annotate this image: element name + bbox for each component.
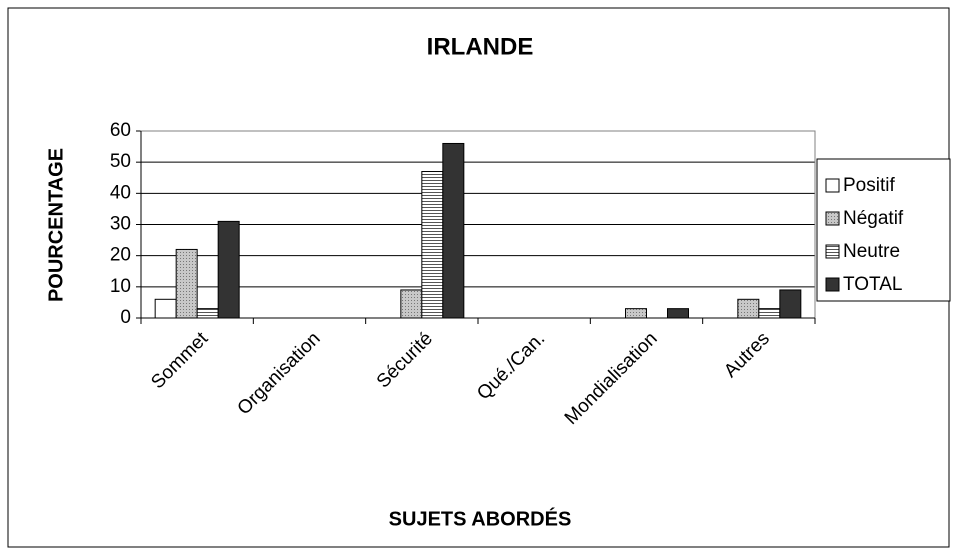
y-tick-label: 40 [110, 182, 131, 203]
bar [154, 298, 177, 319]
bar [737, 298, 760, 319]
x-axis-title: SUJETS ABORDÉS [389, 507, 572, 530]
y-axis-title: POURCENTAGE [45, 148, 67, 302]
bar [217, 220, 240, 319]
bar [175, 248, 198, 319]
legend-swatch [825, 244, 840, 259]
y-tick-label: 30 [110, 214, 131, 235]
bar [625, 308, 647, 319]
legend-label: Positif [843, 175, 895, 196]
y-tick-label: 60 [110, 120, 131, 141]
bar [667, 308, 689, 319]
chart-frame [7, 7, 950, 548]
legend-swatch [825, 211, 840, 226]
legend-label: TOTAL [843, 274, 902, 295]
chart-title: IRLANDE [427, 33, 534, 60]
bar [758, 308, 781, 319]
legend-swatch [825, 277, 840, 292]
y-tick-label: 50 [110, 151, 131, 172]
y-tick-label: 20 [110, 245, 131, 266]
y-tick-label: 0 [120, 307, 131, 328]
bar [421, 171, 444, 319]
bar [196, 308, 219, 319]
legend-swatch [825, 178, 840, 193]
legend-label: Neutre [843, 241, 900, 262]
bar [442, 142, 465, 319]
y-tick-label: 10 [110, 276, 131, 297]
bar [779, 289, 802, 319]
bar [400, 289, 423, 319]
legend-label: Négatif [843, 208, 904, 229]
